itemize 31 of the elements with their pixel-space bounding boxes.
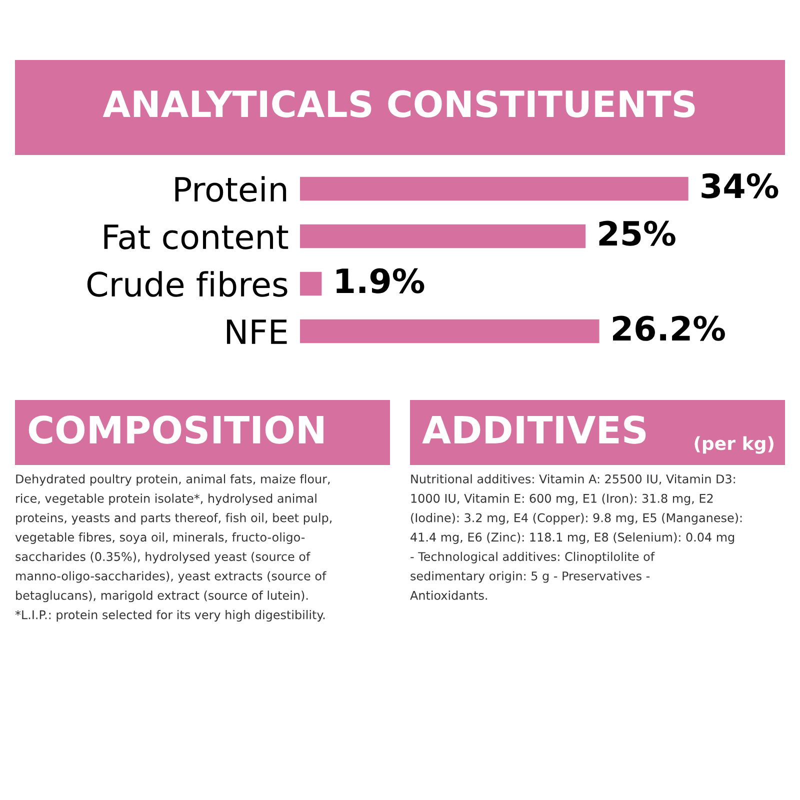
data-label: 34% (702, 173, 778, 198)
text: sedimentary origin: 5 g - Preservatives - (410, 571, 650, 583)
y-tick-label: Protein (175, 176, 286, 202)
y-tick-label: Crude fibres (87, 271, 288, 297)
text: COMPOSITION (28, 416, 324, 444)
bar (300, 224, 586, 248)
chart-title: ANALYTICALS CONSTITUENTS (102, 90, 695, 118)
text: vegetable fibres, soya oil, minerals, fructo-oligo- (15, 532, 305, 544)
text: proteins, yeasts and parts thereof, fish oil, beet pulp, (16, 513, 332, 525)
text: *L.I.P.: protein selected for its very high digestibility. (15, 610, 325, 622)
y-tick-label: NFE (226, 320, 287, 344)
data-label: 1.9% (336, 268, 424, 294)
y-tick-label: Fat content (104, 224, 288, 250)
text: saccharides (0.35%), hydrolysed yeast (source of (16, 552, 310, 564)
bar (300, 176, 688, 201)
text: betaglucans), marigold extract (source of lutein). (16, 590, 308, 602)
text: 41.4 mg, E6 (Zinc): 118.1 mg, E8 (Selenium): 0.04 mg (410, 532, 734, 544)
data-label: 25% (599, 220, 676, 246)
data-label: 26.2% (613, 316, 725, 341)
bar (300, 319, 600, 344)
text: manno-oligo-saccharides), yeast extracts (source of (16, 571, 326, 583)
text: rice, vegetable protein isolate*, hydrolysed animal (16, 494, 316, 506)
bar (300, 272, 322, 296)
text: Nutritional additives: Vitamin A: 25500 IU, Vitamin D3: (411, 474, 735, 485)
text: Dehydrated poultry protein, animal fats, maize flour, (16, 474, 330, 486)
text: ADDITIVES (422, 416, 646, 444)
text: (Iodine): 3.2 mg, E4 (Copper): 9.8 mg, E5 (Manganese): (411, 513, 742, 525)
text: - Technological additives: Clinoptilolite of (410, 552, 655, 564)
text: (per kg) (694, 436, 774, 454)
text: Antioxidants. (410, 590, 487, 600)
text: 1000 IU, Vitamin E: 600 mg, E1 (Iron): 31.8 mg, E2 (411, 494, 713, 506)
